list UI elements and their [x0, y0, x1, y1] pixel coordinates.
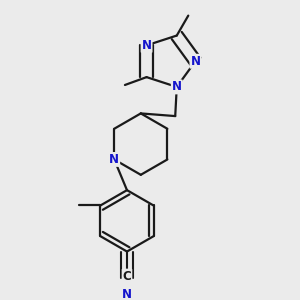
Text: N: N [190, 55, 200, 68]
Text: N: N [122, 288, 132, 300]
Text: C: C [123, 270, 131, 283]
Text: N: N [172, 80, 182, 93]
Text: N: N [142, 39, 152, 52]
Text: N: N [109, 153, 119, 166]
